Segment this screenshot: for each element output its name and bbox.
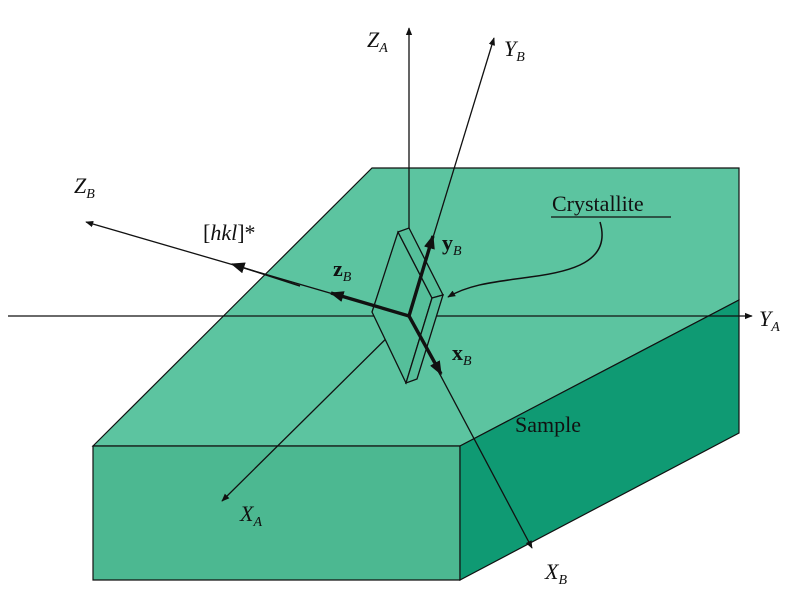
label-z-b: ZB: [74, 173, 95, 202]
axis-x-a: [221, 315, 410, 502]
crystallite-pointer: [447, 221, 603, 298]
sample-front-face: [92, 445, 461, 581]
sample-side-face: [459, 299, 740, 581]
label-crystallite: Crystallite: [552, 191, 644, 216]
label-sample: Sample: [515, 412, 581, 437]
unit-vector-y-b: [407, 234, 435, 317]
hkl-vector: [230, 262, 301, 287]
label-y-a: YA: [759, 306, 780, 335]
label-y-b-vector: yB: [442, 230, 462, 259]
label-x-a: XA: [239, 501, 262, 530]
label-y-b: YB: [504, 36, 525, 65]
unit-vector-z-b: [329, 291, 410, 318]
label-z-a: ZA: [367, 27, 388, 56]
label-z-b-vector: zB: [333, 256, 352, 285]
label-x-b-vector: xB: [452, 340, 472, 369]
unit-vector-x-b: [407, 315, 443, 376]
crystallite-edge-side: [404, 294, 444, 385]
label-hkl: [hkl]*: [203, 220, 256, 245]
label-x-b: XB: [544, 559, 567, 588]
